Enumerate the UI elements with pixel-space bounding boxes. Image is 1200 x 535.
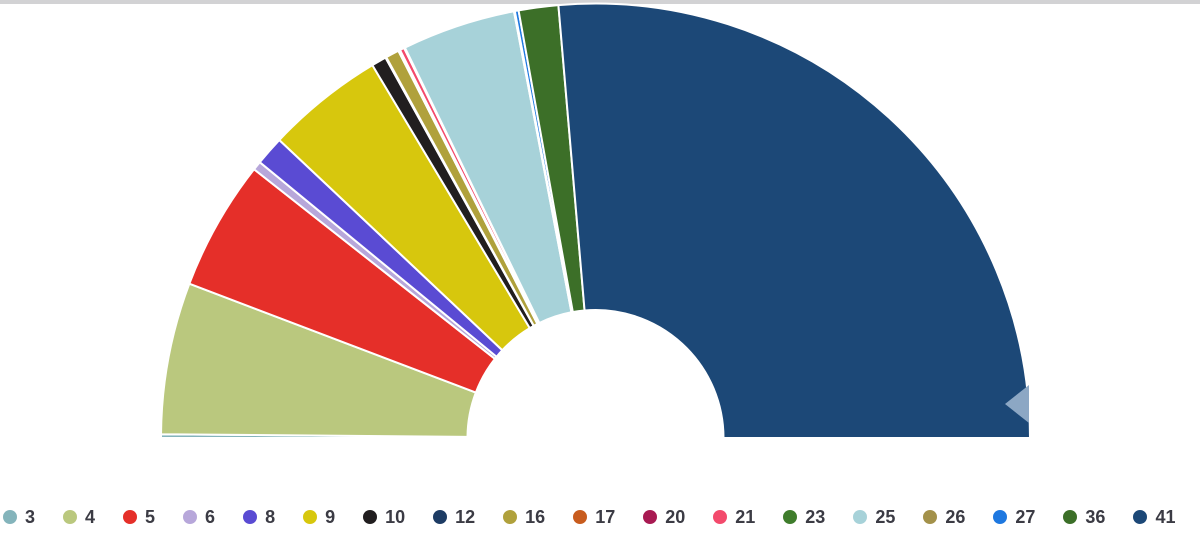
- legend-item-20[interactable]: 20: [643, 508, 685, 526]
- legend-label: 4: [85, 507, 96, 527]
- legend-dot-icon: [783, 510, 798, 524]
- legend-dot-icon: [573, 510, 588, 524]
- legend-item-8[interactable]: 8: [243, 508, 275, 526]
- legend-dot-icon: [713, 510, 728, 524]
- chart-segment-41[interactable]: [557, 2, 1031, 439]
- top-border: [0, 0, 1200, 4]
- legend-dot-icon: [503, 510, 518, 524]
- legend-dot-icon: [183, 510, 198, 524]
- legend-dot-icon: [63, 510, 78, 524]
- legend-item-36[interactable]: 36: [1063, 508, 1105, 526]
- legend-label: 10: [385, 507, 406, 527]
- arc-pointer-marker[interactable]: [1005, 385, 1029, 423]
- legend-label: 21: [735, 507, 756, 527]
- legend-label: 6: [205, 507, 216, 527]
- legend-item-6[interactable]: 6: [183, 508, 215, 526]
- legend-item-9[interactable]: 9: [303, 508, 335, 526]
- legend-item-5[interactable]: 5: [123, 508, 155, 526]
- legend-item-16[interactable]: 16: [503, 508, 545, 526]
- legend-dot-icon: [123, 510, 138, 524]
- legend-dot-icon: [643, 510, 658, 524]
- legend-dot-icon: [853, 510, 868, 524]
- legend-label: 26: [945, 507, 966, 527]
- legend-dot-icon: [433, 510, 448, 524]
- legend-label: 5: [145, 507, 156, 527]
- legend-dot-icon: [243, 510, 258, 524]
- legend-label: 36: [1085, 507, 1106, 527]
- legend-label: 3: [25, 507, 36, 527]
- legend-item-26[interactable]: 26: [923, 508, 965, 526]
- legend-item-21[interactable]: 21: [713, 508, 755, 526]
- legend-label: 41: [1155, 507, 1176, 527]
- legend-dot-icon: [1133, 510, 1148, 524]
- legend-label: 25: [875, 507, 896, 527]
- legend-label: 23: [805, 507, 826, 527]
- legend-item-41[interactable]: 41: [1133, 508, 1175, 526]
- legend-item-25[interactable]: 25: [853, 508, 895, 526]
- legend-label: 20: [665, 507, 686, 527]
- legend-item-10[interactable]: 10: [363, 508, 405, 526]
- legend-item-27[interactable]: 27: [993, 508, 1035, 526]
- legend-item-4[interactable]: 4: [63, 508, 95, 526]
- legend-dot-icon: [363, 510, 378, 524]
- legend-label: 27: [1015, 507, 1036, 527]
- chart-legend: 3 4 5 6 8 9 10 12 16 17 20 21 23 25 26 27 36 41: [0, 504, 1200, 530]
- legend-dot-icon: [923, 510, 938, 524]
- legend-item-17[interactable]: 17: [573, 508, 615, 526]
- legend-item-23[interactable]: 23: [783, 508, 825, 526]
- legend-label: 12: [455, 507, 476, 527]
- legend-label: 8: [265, 507, 276, 527]
- legend-item-3[interactable]: 3: [3, 508, 35, 526]
- legend-label: 16: [525, 507, 546, 527]
- legend-dot-icon: [3, 510, 17, 524]
- legend-dot-icon: [993, 510, 1008, 524]
- legend-dot-icon: [303, 510, 318, 524]
- legend-dot-icon: [1063, 510, 1078, 524]
- legend-label: 17: [595, 507, 616, 527]
- legend-item-12[interactable]: 12: [433, 508, 475, 526]
- legend-label: 9: [325, 507, 336, 527]
